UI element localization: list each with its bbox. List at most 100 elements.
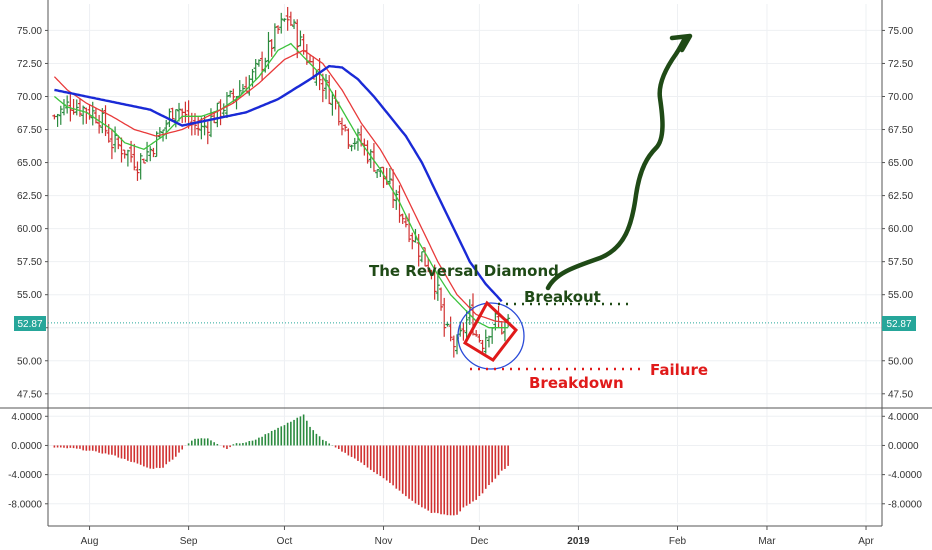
price-bar <box>288 11 293 26</box>
price-tick-label-left: 75.00 <box>17 26 42 37</box>
price-bar <box>74 99 79 116</box>
price-bar <box>196 117 201 136</box>
price-tick-label-right: 60.00 <box>888 224 913 235</box>
annotation-title: The Reversal Diamond <box>369 262 559 280</box>
price-bar <box>138 153 143 180</box>
price-bar <box>477 334 482 343</box>
price-axis-right: 47.5050.0052.5055.0057.5060.0062.5065.00… <box>882 26 913 400</box>
time-tick-label: Oct <box>277 536 293 547</box>
price-bar <box>145 141 150 163</box>
price-tick-label-right: 55.00 <box>888 290 913 301</box>
price-tick-label-right: 75.00 <box>888 26 913 37</box>
price-bar <box>205 121 210 145</box>
annotation-failure: Failure <box>650 361 708 379</box>
price-bar <box>320 73 325 103</box>
price-bar <box>480 339 485 355</box>
price-tick-label-left: 47.50 <box>17 389 42 400</box>
price-tick-label-left: 50.00 <box>17 356 42 367</box>
price-bar <box>298 30 303 47</box>
price-bar <box>343 124 348 132</box>
price-bar <box>324 74 328 100</box>
oscillator-tick-label-right: -8.0000 <box>888 499 922 510</box>
price-bar <box>221 103 226 118</box>
moving-average-blue <box>54 64 503 303</box>
price-bar <box>387 168 392 185</box>
price-bar <box>394 189 399 210</box>
price-bar <box>375 169 380 179</box>
price-bar <box>400 213 405 225</box>
oscillator-tick-label-left: 0.0000 <box>11 441 42 452</box>
price-bar <box>151 147 156 158</box>
price-bar <box>103 105 108 137</box>
price-tick-label-left: 57.50 <box>17 257 42 268</box>
annotations: The Reversal Diamond Breakout Failure Br… <box>369 33 708 392</box>
price-tick-label-left: 60.00 <box>17 224 42 235</box>
current-price-tag-left <box>14 316 46 331</box>
price-bar <box>177 102 182 122</box>
moving-average-green <box>53 42 509 329</box>
price-bar <box>448 316 453 342</box>
price-bar <box>371 143 376 172</box>
price-bar <box>279 12 284 34</box>
current-price-labels: 52.87 52.87 <box>14 316 916 331</box>
moving-averages <box>53 42 509 329</box>
price-tick-label-right: 70.00 <box>888 92 913 103</box>
price-bar <box>81 105 86 125</box>
price-tick-label-left: 70.00 <box>17 92 42 103</box>
price-bar <box>202 115 207 136</box>
price-bar <box>77 98 82 117</box>
price-bar <box>119 137 124 163</box>
oscillator-tick-label-right: 0.0000 <box>888 441 919 452</box>
price-tick-label-left: 62.50 <box>17 191 42 202</box>
diamond-circle <box>457 302 525 370</box>
price-bar <box>397 185 402 223</box>
oscillator-tick-label-left: 4.0000 <box>11 412 42 423</box>
price-bar <box>435 274 440 301</box>
price-bar <box>285 6 290 31</box>
price-bar <box>349 144 354 152</box>
price-bar <box>65 95 70 114</box>
price-bar <box>167 108 172 128</box>
price-bar <box>346 128 351 149</box>
price-bar <box>339 117 344 136</box>
time-axis: Aug Sep Oct Nov Dec 2019 Feb Mar Apr <box>81 526 874 547</box>
price-bar <box>148 146 153 162</box>
price-bar <box>451 335 456 358</box>
price-bar <box>173 109 178 128</box>
price-bar <box>97 114 102 134</box>
price-bar <box>228 90 233 98</box>
price-bar <box>164 119 169 140</box>
time-tick-label: Dec <box>470 536 488 547</box>
price-tick-label-left: 67.50 <box>17 125 42 136</box>
price-bar <box>109 128 114 160</box>
price-bar <box>170 107 175 120</box>
price-bar <box>410 232 415 250</box>
price-bar <box>58 105 63 125</box>
time-tick-label: Nov <box>375 536 393 547</box>
price-tick-label-left: 55.00 <box>17 290 42 301</box>
time-tick-label: Apr <box>858 536 874 547</box>
price-bar <box>439 287 444 311</box>
oscillator-tick-label-left: -4.0000 <box>8 470 42 481</box>
price-bar <box>352 137 357 150</box>
price-tick-label-right: 65.00 <box>888 158 913 169</box>
diamond-shape <box>462 300 519 362</box>
price-bar <box>327 75 332 105</box>
price-bar <box>292 19 297 30</box>
current-price-tag-right <box>882 316 916 331</box>
price-bar <box>132 143 137 171</box>
current-price-label-left: 52.87 <box>17 319 42 330</box>
annotation-breakdown: Breakdown <box>529 374 624 392</box>
price-tick-label-right: 47.50 <box>888 389 913 400</box>
price-bar <box>253 58 258 80</box>
time-tick-label: 2019 <box>567 536 590 547</box>
price-bar <box>183 101 188 123</box>
price-bar <box>87 104 92 120</box>
price-bar <box>215 102 220 128</box>
price-bar <box>256 59 261 67</box>
time-tick-label: Sep <box>180 536 198 547</box>
grid <box>0 0 932 527</box>
price-bar <box>355 128 360 151</box>
forecast-arrow-path <box>545 35 688 291</box>
